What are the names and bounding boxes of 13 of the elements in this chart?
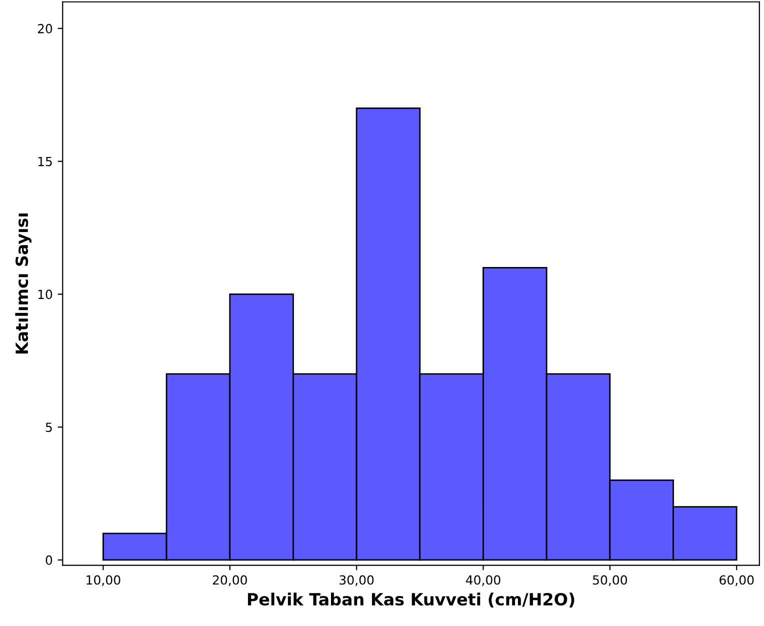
y-tick-label: 15 <box>38 156 52 166</box>
y-tick-label: 0 <box>46 555 52 565</box>
y-tick-label: 20 <box>38 24 52 34</box>
y-tick-label: 5 <box>46 422 52 432</box>
x-tick-label: 50,00 <box>593 575 627 586</box>
x-tick-label: 20,00 <box>212 575 247 586</box>
x-tick-label: 10,00 <box>86 575 120 586</box>
x-tick-label: 30,00 <box>340 575 374 586</box>
x-axis-title: Pelvik Taban Kas Kuvveti (cm/H2O) <box>248 592 574 608</box>
y-axis-title: Katılımcı Sayısı <box>15 213 32 354</box>
y-tick-label: 10 <box>38 290 52 300</box>
x-tick-label: 40,00 <box>466 575 500 586</box>
x-tick-label: 60,00 <box>720 575 754 586</box>
